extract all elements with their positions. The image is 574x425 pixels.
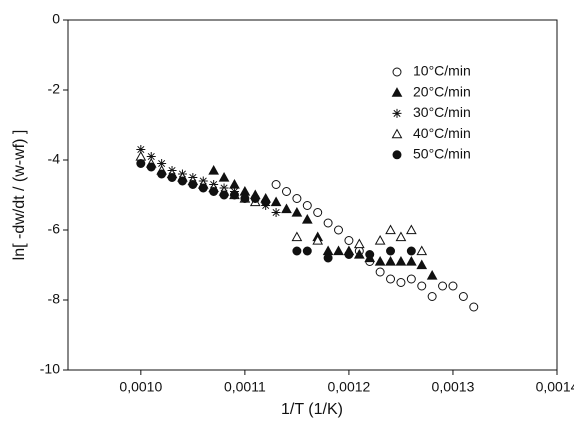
y-tick-label: -2 — [48, 81, 61, 97]
legend-marker — [392, 67, 402, 77]
data-point — [386, 274, 396, 284]
data-point — [218, 171, 230, 182]
data-point — [405, 255, 417, 266]
x-tick-label: 0,0011 — [224, 379, 266, 395]
data-point — [374, 255, 386, 266]
data-point — [157, 159, 167, 168]
data-point — [291, 231, 303, 242]
data-point — [333, 245, 344, 256]
data-point — [386, 246, 396, 256]
x-axis-title: 1/T (1/K) — [281, 401, 343, 418]
data-point — [395, 255, 407, 266]
data-point — [395, 231, 407, 242]
legend-label: 50°C/min — [413, 146, 471, 162]
data-point — [438, 281, 448, 291]
data-point — [167, 173, 177, 182]
data-point — [135, 150, 147, 161]
data-point — [292, 194, 302, 203]
y-tick-label: -6 — [48, 221, 61, 237]
legend-marker — [392, 108, 402, 118]
y-tick-label: -8 — [48, 291, 61, 307]
data-point — [146, 152, 156, 161]
y-axis-title: ln[ -dw/dt / (w-wf) ] — [11, 130, 28, 261]
data-point — [136, 145, 146, 154]
data-point — [261, 197, 271, 207]
data-point — [219, 190, 229, 200]
data-point — [405, 224, 417, 235]
data-point — [136, 159, 146, 168]
y-tick-label: 0 — [52, 11, 60, 27]
data-point — [426, 269, 438, 280]
data-point — [301, 213, 313, 224]
x-tick-label: 0,0012 — [328, 379, 371, 395]
data-point — [292, 246, 302, 256]
data-point — [406, 246, 416, 256]
data-point — [271, 208, 281, 217]
data-point — [198, 183, 208, 193]
data-point — [344, 250, 354, 259]
data-point — [416, 259, 428, 270]
data-point — [188, 180, 198, 189]
data-point — [396, 278, 406, 287]
data-point — [469, 302, 479, 312]
data-point — [208, 164, 220, 175]
data-point — [406, 274, 416, 284]
data-point — [313, 208, 323, 217]
data-point — [270, 196, 282, 207]
data-point — [271, 180, 281, 189]
data-point — [323, 253, 333, 263]
data-point — [385, 224, 396, 235]
data-point — [353, 238, 365, 249]
data-point — [312, 234, 324, 245]
data-point — [344, 236, 354, 245]
x-tick-label: 0,0014 — [536, 379, 574, 395]
data-point — [240, 194, 250, 203]
data-point — [146, 162, 156, 172]
data-point — [374, 234, 386, 245]
y-tick-label: -4 — [48, 151, 61, 167]
legend-marker — [391, 128, 403, 139]
data-point — [417, 281, 427, 291]
legend-label: 10°C/min — [413, 63, 471, 79]
data-point — [427, 292, 437, 301]
data-point — [229, 190, 239, 200]
data-point — [209, 187, 219, 196]
data-point — [458, 292, 468, 301]
data-point — [323, 218, 333, 228]
legend-label: 20°C/min — [413, 83, 471, 99]
data-point — [281, 203, 292, 214]
data-point — [302, 246, 312, 256]
data-point — [291, 206, 303, 217]
data-point — [229, 178, 240, 189]
data-point — [353, 248, 365, 259]
y-tick-label: -10 — [40, 361, 60, 377]
legend-label: 40°C/min — [413, 125, 471, 141]
data-point — [334, 225, 344, 235]
data-point — [281, 187, 291, 196]
data-point — [177, 176, 187, 186]
plot-frame — [67, 19, 558, 371]
x-tick-label: 0,0013 — [432, 379, 475, 395]
data-point — [157, 169, 167, 179]
x-tick-label: 0,0010 — [119, 379, 162, 395]
legend-marker — [391, 87, 403, 97]
data-point — [375, 267, 385, 277]
data-point — [365, 250, 375, 259]
data-point — [448, 281, 458, 291]
legend-marker — [392, 150, 402, 160]
data-point — [250, 194, 260, 203]
data-point — [385, 255, 396, 266]
data-point — [416, 245, 428, 256]
data-point — [322, 245, 334, 256]
data-point — [302, 201, 312, 210]
legend-label: 30°C/min — [413, 104, 471, 120]
